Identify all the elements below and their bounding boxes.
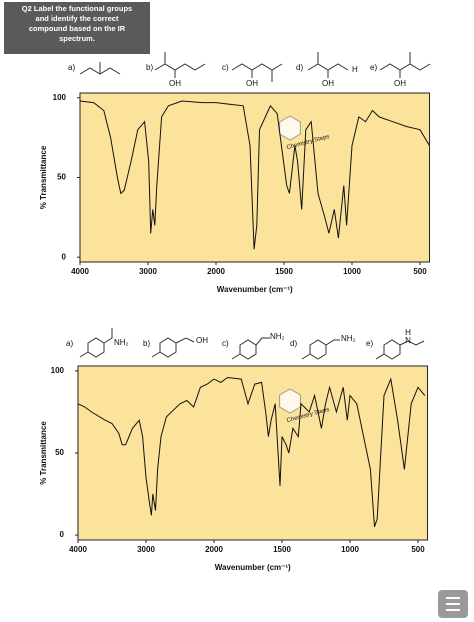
bond bbox=[175, 337, 195, 344]
bond bbox=[325, 339, 340, 346]
option-label: e) bbox=[370, 63, 377, 72]
y-tick-label: 0 bbox=[60, 530, 65, 539]
x-tick-label: 500 bbox=[413, 267, 427, 276]
watermark-logo bbox=[279, 388, 301, 414]
structures-row-1 bbox=[79, 52, 431, 82]
bond bbox=[79, 351, 89, 358]
option-label: b) bbox=[143, 339, 150, 348]
x-tick-label: 4000 bbox=[69, 545, 87, 554]
group-label: OH bbox=[169, 79, 181, 88]
bond bbox=[154, 63, 206, 71]
header-box bbox=[4, 2, 150, 54]
group-label: OH bbox=[394, 79, 406, 88]
spectrum-line bbox=[77, 376, 426, 528]
bond bbox=[231, 353, 241, 360]
option-label: a) bbox=[66, 339, 73, 348]
bond bbox=[231, 63, 283, 71]
x-tick-label: 1500 bbox=[275, 267, 293, 276]
x-tick-label: 3000 bbox=[137, 545, 155, 554]
x-axis-title: Wavenumber (cm⁻¹) bbox=[217, 285, 293, 294]
y-tick-label: 100 bbox=[51, 366, 65, 375]
bond bbox=[151, 351, 161, 358]
plot-area bbox=[79, 92, 431, 263]
y-tick-label: 100 bbox=[53, 93, 67, 102]
x-tick-label: 1000 bbox=[343, 267, 361, 276]
x-tick-label: 2000 bbox=[205, 545, 223, 554]
option-label: c) bbox=[222, 339, 229, 348]
x-tick-label: 500 bbox=[411, 545, 425, 554]
group-label: NH₂ bbox=[114, 338, 129, 347]
bond bbox=[379, 63, 431, 71]
header-line: spectrum. bbox=[59, 34, 95, 43]
group-label: OH bbox=[196, 336, 208, 345]
option-label: d) bbox=[296, 63, 303, 72]
group-label: N bbox=[405, 336, 411, 345]
header-line: compound based on the IR bbox=[29, 24, 126, 33]
group-label: H bbox=[405, 328, 411, 337]
group-label: NH₂ bbox=[270, 332, 285, 341]
option-label: c) bbox=[222, 63, 229, 72]
group-label: OH bbox=[322, 79, 334, 88]
group-label: H bbox=[352, 65, 358, 74]
spectrum-line bbox=[79, 100, 430, 250]
option-label: a) bbox=[68, 63, 75, 72]
option-label: e) bbox=[366, 339, 373, 348]
bond bbox=[301, 353, 311, 360]
plot-area bbox=[77, 365, 429, 541]
x-tick-label: 2000 bbox=[207, 267, 225, 276]
bond bbox=[375, 353, 385, 360]
y-tick-label: 50 bbox=[57, 173, 66, 182]
group-label: NH₂ bbox=[341, 334, 356, 343]
header-line: Q2 Label the functional groups bbox=[22, 4, 132, 13]
header-line: and identify the correct bbox=[36, 14, 119, 23]
x-tick-label: 3000 bbox=[139, 267, 157, 276]
x-axis-title: Wavenumber (cm⁻¹) bbox=[215, 563, 291, 572]
option-label: d) bbox=[290, 339, 297, 348]
group-label: OH bbox=[246, 79, 258, 88]
y-axis-title: % Transmittance bbox=[39, 145, 48, 209]
watermark-logo bbox=[279, 115, 301, 141]
x-tick-label: 4000 bbox=[71, 267, 89, 276]
bond bbox=[103, 328, 113, 344]
x-tick-label: 1000 bbox=[341, 545, 359, 554]
bond bbox=[255, 337, 270, 346]
option-label: b) bbox=[146, 63, 153, 72]
bond bbox=[399, 340, 425, 346]
y-axis-title: % Transmittance bbox=[39, 421, 48, 485]
structures-row-2 bbox=[79, 328, 425, 360]
y-tick-label: 0 bbox=[62, 252, 67, 261]
x-tick-label: 1500 bbox=[273, 545, 291, 554]
y-tick-label: 50 bbox=[55, 448, 64, 457]
